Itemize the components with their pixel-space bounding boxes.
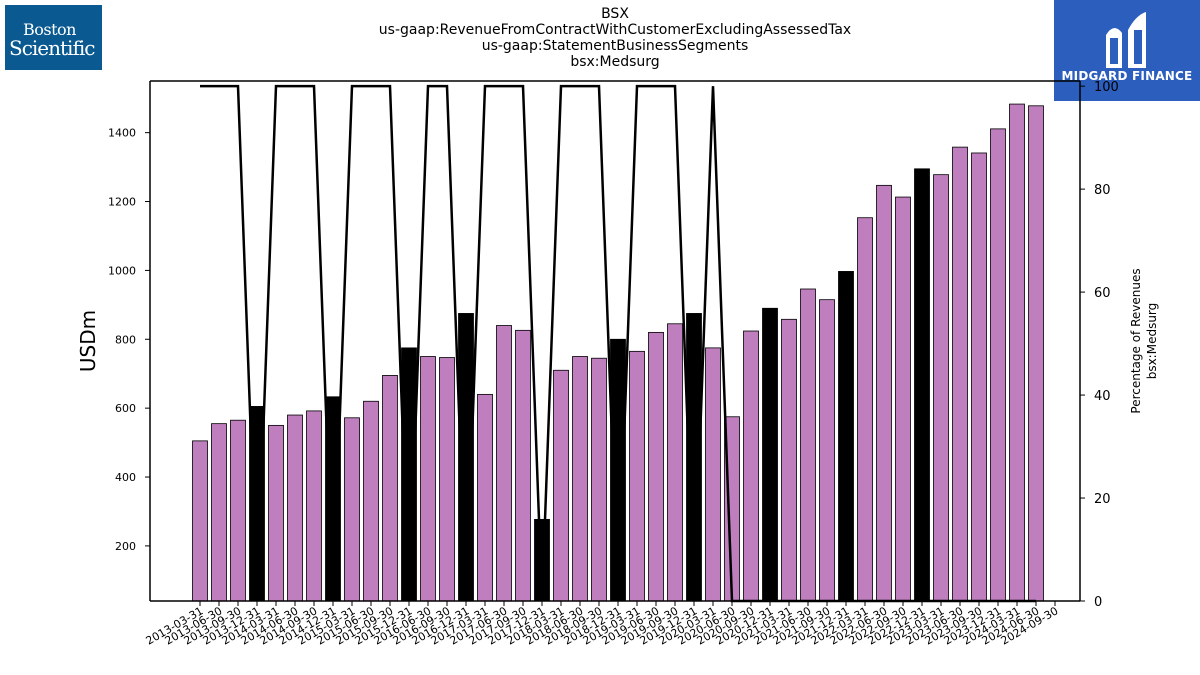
bar	[895, 196, 911, 602]
bar	[743, 330, 759, 602]
bar	[382, 375, 398, 602]
bar	[914, 168, 930, 602]
bar	[648, 331, 664, 602]
midgard-mark-icon	[1106, 12, 1146, 68]
bar	[933, 174, 949, 602]
bar	[705, 347, 721, 602]
y2-tick-label: 60	[1094, 286, 1111, 301]
bar	[819, 299, 835, 602]
logo-text-line1: Boston	[23, 20, 76, 39]
bar	[857, 217, 873, 602]
boston-scientific-logo: Boston Scientific	[5, 5, 102, 70]
bar	[211, 423, 227, 602]
bar	[306, 410, 322, 602]
bar	[591, 357, 607, 602]
bar	[477, 393, 493, 602]
title-line-1: BSX	[601, 6, 629, 22]
bar	[553, 369, 569, 602]
y-tick-label: 1400	[108, 127, 136, 140]
bar	[1009, 103, 1025, 602]
bar	[439, 357, 455, 602]
bar	[287, 414, 303, 602]
bar	[762, 307, 778, 602]
y-tick-label: 600	[115, 402, 136, 415]
y-tick-label: 1000	[108, 264, 136, 277]
bar	[230, 419, 246, 602]
bar	[496, 325, 512, 602]
bar	[667, 323, 683, 602]
bar	[192, 440, 208, 602]
y-tick-label: 1200	[108, 196, 136, 209]
y2-axis-label: bsx:Medsurg	[1145, 303, 1159, 380]
bar	[629, 350, 645, 602]
bar	[838, 271, 854, 602]
title-line-2: us-gaap:RevenueFromContractWithCustomerE…	[378, 22, 852, 38]
y2-tick-label: 20	[1094, 492, 1111, 507]
logo-text: MIDGARD FINANCE	[1061, 69, 1193, 83]
midgard-finance-logo: MIDGARD FINANCE	[1054, 0, 1200, 101]
logo-text-line2: Scientific	[9, 36, 95, 60]
title-line-4: bsx:Medsurg	[570, 54, 660, 70]
bar	[952, 146, 968, 602]
y2-tick-label: 100	[1094, 80, 1119, 95]
bar	[1028, 105, 1044, 602]
y-tick-label: 800	[115, 333, 136, 346]
y2-tick-label: 0	[1094, 595, 1102, 610]
y2-tick-label: 40	[1094, 389, 1111, 404]
y-axis-label: USDm	[76, 310, 100, 372]
y-tick-label: 400	[115, 471, 136, 484]
y2-axis-label: Percentage of Revenues	[1129, 268, 1143, 413]
bar	[781, 318, 797, 602]
bar	[876, 184, 892, 602]
bar	[268, 424, 284, 602]
bar	[515, 329, 531, 602]
bar	[800, 288, 816, 602]
bar	[363, 400, 379, 602]
y2-tick-label: 80	[1094, 183, 1111, 198]
bar	[420, 356, 436, 602]
chart-title: BSX us-gaap:RevenueFromContractWithCusto…	[300, 6, 930, 70]
bar	[572, 356, 588, 602]
bar	[971, 152, 987, 602]
bar	[344, 417, 360, 602]
title-line-3: us-gaap:StatementBusinessSegments	[481, 38, 749, 54]
y-tick-label: 200	[115, 540, 136, 553]
bar	[990, 128, 1006, 602]
